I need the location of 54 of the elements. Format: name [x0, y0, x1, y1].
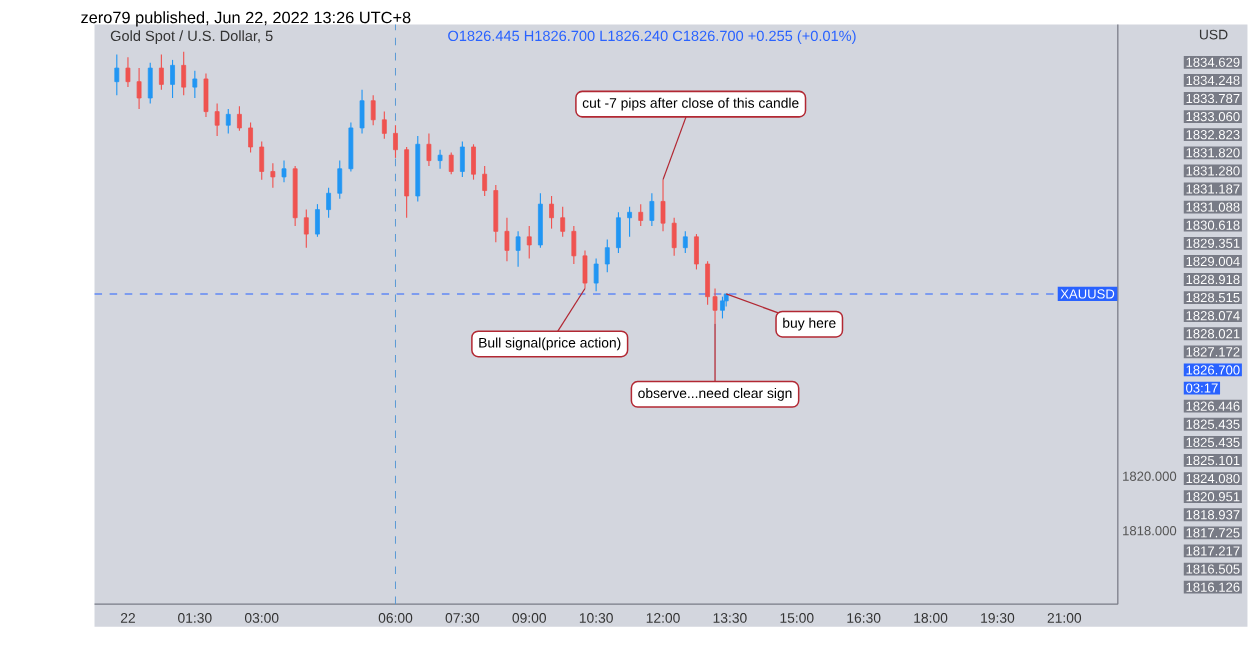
- candlestick: [259, 141, 265, 181]
- candlestick: [370, 95, 376, 127]
- candlestick: [627, 206, 632, 238]
- candlestick: [616, 212, 621, 255]
- candlestick: [404, 146, 410, 219]
- candlestick: [248, 122, 253, 154]
- candlestick: [125, 57, 131, 89]
- candlestick: [426, 133, 432, 167]
- candlestick: [593, 258, 599, 293]
- candlestick: [549, 195, 554, 230]
- candlestick: [281, 160, 287, 184]
- candlestick: [571, 225, 577, 265]
- candlestick: [326, 187, 331, 219]
- candlestick: [181, 51, 187, 97]
- candlestick: [526, 225, 532, 260]
- candlestick: [504, 217, 510, 263]
- candlestick: [459, 141, 465, 178]
- candlestick: [482, 165, 488, 197]
- candlestick: [638, 203, 644, 227]
- candlestick: [671, 217, 677, 257]
- candlestick: [381, 111, 387, 140]
- candlestick: [225, 108, 231, 135]
- candlestick: [705, 261, 710, 306]
- candlestick: [694, 233, 699, 271]
- candlestick: [582, 250, 588, 290]
- candlestick: [337, 160, 343, 200]
- candlestick: [159, 54, 164, 91]
- candlestick: [448, 152, 454, 176]
- candlestick: [720, 296, 725, 320]
- candlestick: [393, 125, 398, 159]
- candlestick: [114, 54, 120, 97]
- candlestick: [560, 206, 566, 238]
- candlestick: [493, 184, 499, 244]
- chart-title: zero79 published, Jun 22, 2022 13:26 UTC+8: [81, 11, 411, 27]
- candlestick: [315, 203, 320, 238]
- candlestick: [303, 209, 309, 249]
- candlestick: [359, 89, 365, 135]
- candlestick: [604, 239, 610, 274]
- candlestick: [471, 144, 476, 181]
- candlestick: [136, 67, 142, 110]
- candlestick: [203, 73, 209, 119]
- candlestick: [538, 193, 543, 249]
- candlestick: [147, 62, 153, 105]
- candlestick: [170, 59, 175, 99]
- candlestick: [682, 231, 688, 255]
- candlestick: [270, 163, 276, 189]
- candlestick: [214, 103, 220, 138]
- candlestick: [515, 231, 521, 268]
- candlestick: [192, 70, 198, 99]
- candlestick: [237, 105, 242, 132]
- candlestick: [437, 149, 443, 170]
- candlestick: [649, 193, 655, 227]
- candlestick: [660, 179, 666, 233]
- candlestick: [348, 122, 354, 173]
